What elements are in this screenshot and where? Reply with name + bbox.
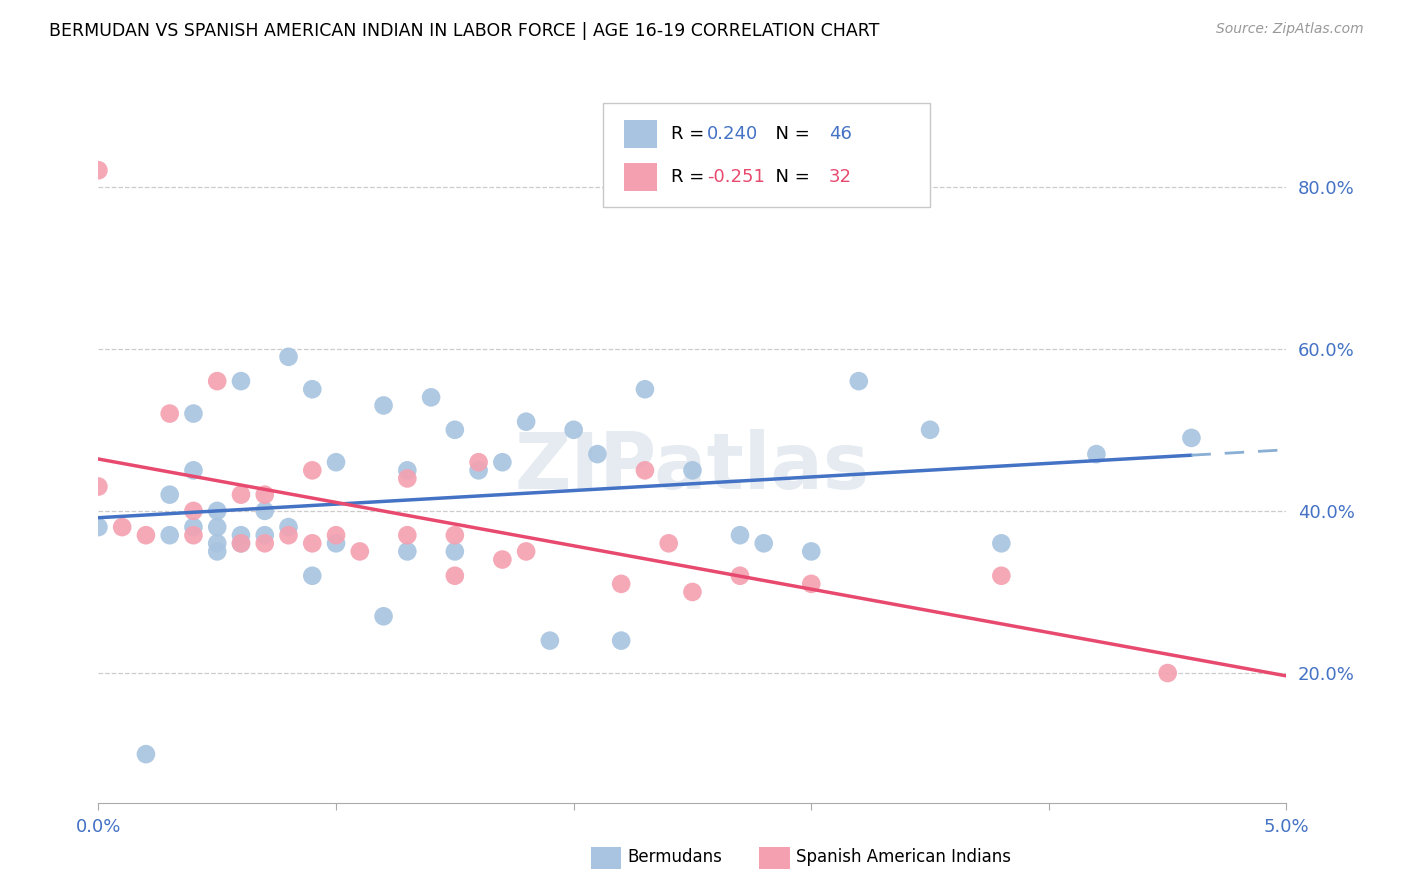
- Point: [634, 463, 657, 477]
- Point: [610, 577, 633, 591]
- Point: [229, 528, 252, 542]
- Point: [159, 528, 181, 542]
- Point: [1180, 431, 1202, 445]
- Point: [207, 504, 229, 518]
- Point: [325, 528, 347, 542]
- Point: [920, 423, 942, 437]
- Point: [467, 455, 489, 469]
- Point: [396, 463, 419, 477]
- Point: [373, 399, 395, 413]
- Point: [207, 374, 229, 388]
- Text: R =: R =: [671, 125, 710, 143]
- Text: Bermudans: Bermudans: [627, 848, 721, 866]
- Point: [159, 407, 181, 421]
- Point: [491, 455, 513, 469]
- Point: [420, 390, 443, 404]
- Point: [396, 528, 419, 542]
- Point: [728, 528, 751, 542]
- Text: N =: N =: [763, 125, 815, 143]
- Bar: [623, 162, 657, 191]
- Text: -0.251: -0.251: [707, 168, 765, 186]
- Point: [325, 536, 347, 550]
- Text: 0.240: 0.240: [707, 125, 758, 143]
- Point: [183, 528, 205, 542]
- Point: [396, 544, 419, 558]
- Point: [800, 544, 823, 558]
- Point: [253, 528, 276, 542]
- Point: [1156, 666, 1178, 681]
- Point: [562, 423, 585, 437]
- Point: [277, 520, 299, 534]
- Point: [135, 747, 157, 761]
- Point: [467, 463, 489, 477]
- Text: Spanish American Indians: Spanish American Indians: [796, 848, 1011, 866]
- Point: [634, 382, 657, 396]
- Point: [87, 163, 110, 178]
- Point: [301, 382, 323, 396]
- Point: [373, 609, 395, 624]
- Point: [752, 536, 775, 550]
- Point: [159, 488, 181, 502]
- Point: [135, 528, 157, 542]
- Point: [1085, 447, 1108, 461]
- Point: [443, 568, 465, 582]
- Text: BERMUDAN VS SPANISH AMERICAN INDIAN IN LABOR FORCE | AGE 16-19 CORRELATION CHART: BERMUDAN VS SPANISH AMERICAN INDIAN IN L…: [49, 22, 880, 40]
- Point: [183, 504, 205, 518]
- Point: [253, 536, 276, 550]
- Point: [253, 504, 276, 518]
- Point: [277, 350, 299, 364]
- Point: [443, 528, 465, 542]
- Point: [207, 536, 229, 550]
- Point: [229, 488, 252, 502]
- Point: [207, 544, 229, 558]
- Point: [229, 536, 252, 550]
- Point: [538, 633, 561, 648]
- Point: [229, 536, 252, 550]
- Point: [253, 488, 276, 502]
- Point: [610, 633, 633, 648]
- Point: [443, 423, 465, 437]
- Text: Source: ZipAtlas.com: Source: ZipAtlas.com: [1216, 22, 1364, 37]
- Point: [229, 374, 252, 388]
- Point: [848, 374, 870, 388]
- Text: ZIPatlas: ZIPatlas: [515, 429, 870, 506]
- Point: [301, 568, 323, 582]
- Point: [396, 471, 419, 485]
- Bar: [623, 120, 657, 148]
- Point: [800, 577, 823, 591]
- FancyBboxPatch shape: [603, 103, 931, 207]
- Point: [443, 544, 465, 558]
- Point: [207, 520, 229, 534]
- Point: [301, 536, 323, 550]
- Point: [682, 463, 704, 477]
- Point: [515, 544, 537, 558]
- Point: [183, 520, 205, 534]
- Point: [682, 585, 704, 599]
- Point: [349, 544, 371, 558]
- Point: [515, 415, 537, 429]
- Point: [183, 407, 205, 421]
- Point: [111, 520, 134, 534]
- Point: [301, 463, 323, 477]
- Point: [491, 552, 513, 566]
- Point: [277, 528, 299, 542]
- Point: [990, 536, 1012, 550]
- Point: [728, 568, 751, 582]
- Text: N =: N =: [763, 168, 815, 186]
- Point: [183, 463, 205, 477]
- Point: [87, 479, 110, 493]
- Text: R =: R =: [671, 168, 710, 186]
- Point: [990, 568, 1012, 582]
- Text: 46: 46: [830, 125, 852, 143]
- Point: [658, 536, 681, 550]
- Point: [325, 455, 347, 469]
- Text: 32: 32: [830, 168, 852, 186]
- Point: [586, 447, 609, 461]
- Point: [87, 520, 110, 534]
